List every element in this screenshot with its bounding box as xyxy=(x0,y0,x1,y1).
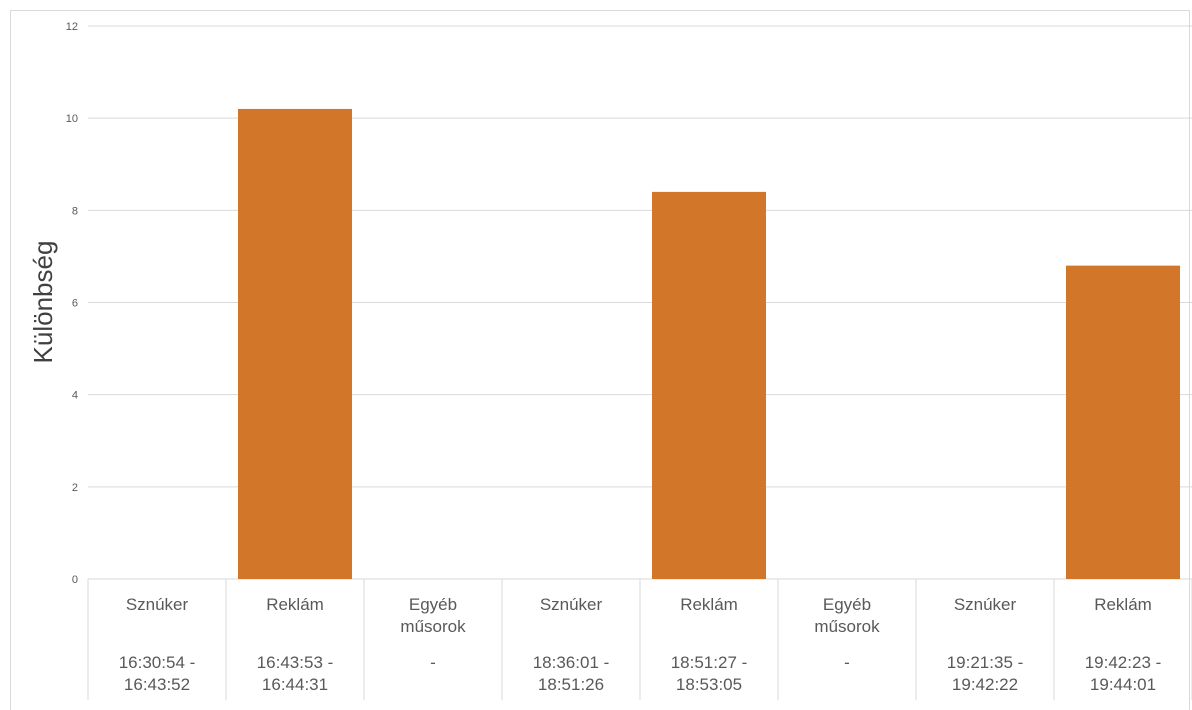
category-labels: Sznúker 16:30:54 - 16:43:52 Reklám 16:43:53 … xyxy=(119,595,1162,694)
category-name: Sznúker xyxy=(954,595,1017,614)
bar xyxy=(238,108,352,579)
category-time: 18:51:26 xyxy=(538,675,604,694)
category-time: 18:51:27 - xyxy=(671,653,748,672)
category-time: - xyxy=(430,653,436,672)
y-tick-label: 12 xyxy=(66,21,78,33)
category-time: 18:36:01 - xyxy=(533,653,610,672)
category-name: műsorok xyxy=(814,617,880,636)
category-time: 19:42:23 - xyxy=(1085,653,1162,672)
chart-frame xyxy=(10,10,1190,710)
bars xyxy=(238,108,1180,579)
y-tick-label: 4 xyxy=(72,390,78,402)
y-axis-label: Különbség xyxy=(28,241,58,364)
y-tick-label: 10 xyxy=(66,113,78,125)
category-time: 19:42:22 xyxy=(952,675,1018,694)
category-name: Reklám xyxy=(680,595,738,614)
category-time: 16:43:53 - xyxy=(257,653,334,672)
category-time: 16:44:31 xyxy=(262,675,328,694)
category-name: Reklám xyxy=(266,595,324,614)
bar xyxy=(652,191,766,579)
y-tick-label: 2 xyxy=(72,482,78,494)
category-name: Egyéb xyxy=(823,595,871,614)
category-time: 16:30:54 - xyxy=(119,653,196,672)
category-name: Sznúker xyxy=(126,595,189,614)
bar xyxy=(1066,265,1180,579)
y-axis-ticks: 0 2 4 6 8 10 12 xyxy=(66,21,78,586)
category-time: 19:21:35 - xyxy=(947,653,1024,672)
category-name: Reklám xyxy=(1094,595,1152,614)
category-name: műsorok xyxy=(400,617,466,636)
category-name: Sznúker xyxy=(540,595,603,614)
category-time: 18:53:05 xyxy=(676,675,742,694)
y-tick-label: 8 xyxy=(72,205,78,217)
category-table xyxy=(87,578,1192,700)
category-name: Egyéb xyxy=(409,595,457,614)
category-time: 16:43:52 xyxy=(124,675,190,694)
category-time: 19:44:01 xyxy=(1090,675,1156,694)
y-tick-label: 6 xyxy=(72,298,78,310)
y-tick-label: 0 xyxy=(72,574,78,586)
category-time: - xyxy=(844,653,850,672)
